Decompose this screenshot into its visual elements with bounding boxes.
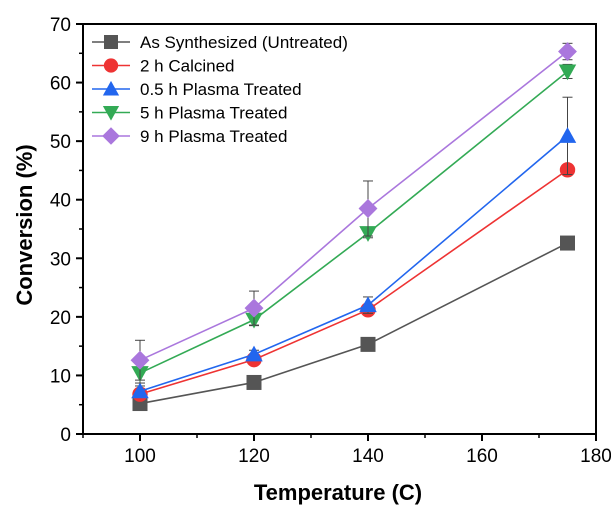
data-point	[131, 382, 149, 399]
axes: 100 120 140 160 180 0 10 20 30 40 50 60 70	[50, 15, 611, 467]
x-axis-title: Temperature (C)	[254, 480, 422, 505]
legend: As Synthesized (Untreated) 2 h Calcined 0.…	[92, 33, 348, 146]
data-point	[560, 235, 575, 251]
series-line	[139, 169, 568, 395]
y-tick-label: 0	[60, 425, 71, 446]
legend-marker	[102, 80, 120, 96]
legend-marker	[103, 58, 119, 73]
x-tick-label: 100	[124, 446, 156, 467]
data-point	[360, 336, 376, 352]
y-tick-label: 60	[50, 74, 71, 95]
y-tick-label: 70	[50, 15, 71, 36]
y-tick-label: 50	[50, 132, 71, 153]
y-tick-label: 30	[50, 249, 71, 270]
data-point	[358, 199, 378, 218]
series-1	[132, 162, 576, 402]
legend-label: 2 h Calcined	[140, 57, 235, 76]
y-tick-label: 20	[50, 308, 71, 329]
series-line	[139, 135, 569, 393]
legend-label: 5 h Plasma Treated	[140, 104, 287, 123]
x-tick-label: 180	[580, 446, 611, 467]
series-line	[139, 70, 569, 374]
x-tick-label: 160	[466, 446, 498, 467]
series-4	[130, 42, 577, 381]
legend-item-2: 0.5 h Plasma Treated	[92, 80, 302, 99]
y-axis-title: Conversion (%)	[12, 144, 37, 305]
data-point	[359, 296, 377, 313]
data-point	[558, 64, 577, 81]
legend-label: 0.5 h Plasma Treated	[140, 80, 302, 99]
legend-marker	[104, 35, 118, 49]
series-2	[131, 96, 577, 399]
y-tick-label: 40	[50, 191, 71, 212]
legend-item-0: As Synthesized (Untreated)	[92, 33, 348, 52]
data-point	[130, 350, 150, 370]
legend-item-1: 2 h Calcined	[92, 57, 235, 76]
legend-item-4: 9 h Plasma Treated	[92, 127, 287, 146]
plot-area	[130, 42, 577, 412]
data-point	[558, 127, 577, 143]
series-0	[132, 235, 575, 412]
legend-item-3: 5 h Plasma Treated	[92, 104, 287, 123]
legend-label: 9 h Plasma Treated	[140, 127, 287, 146]
x-tick-label: 140	[352, 446, 384, 467]
data-point	[245, 345, 263, 362]
data-point	[244, 298, 264, 318]
data-point	[558, 42, 577, 61]
legend-marker	[102, 106, 120, 121]
series-line	[139, 242, 568, 405]
legend-label: As Synthesized (Untreated)	[140, 33, 348, 52]
x-tick-label: 120	[238, 446, 270, 467]
data-point	[246, 374, 262, 390]
series-line	[139, 50, 568, 361]
y-tick-label: 10	[50, 366, 71, 387]
legend-marker	[102, 127, 120, 145]
